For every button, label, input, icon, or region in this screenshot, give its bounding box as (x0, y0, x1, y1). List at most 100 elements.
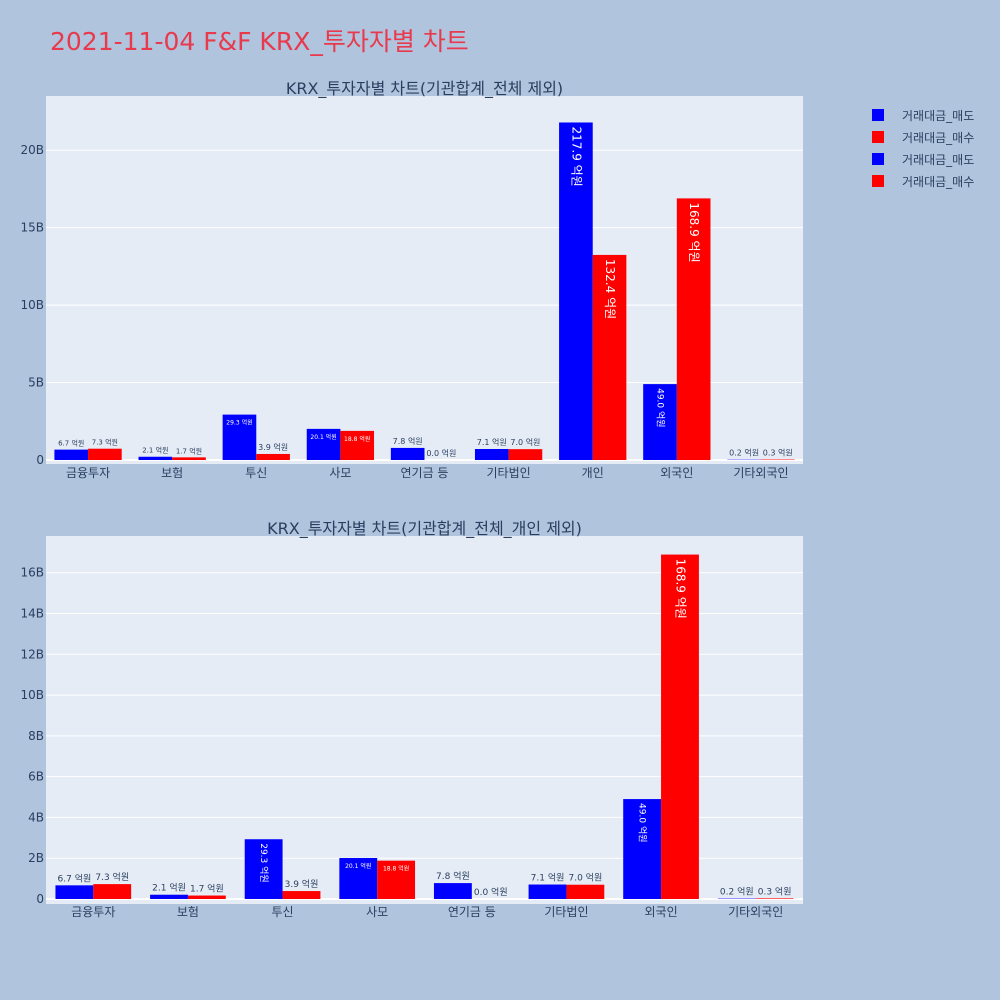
x-tick-label: 기타법인 (544, 905, 588, 919)
bar-buy (676, 198, 711, 460)
y-tick-label: 2B (28, 851, 44, 865)
x-tick-label: 사모 (366, 905, 388, 919)
bar-sell (559, 122, 593, 460)
data-label: 49.0 억원 (637, 803, 649, 842)
x-tick-label: 기타법인 (487, 466, 531, 480)
legend-item-sell[interactable]: 거래대금_매도 (872, 148, 974, 170)
legend-item-sell[interactable]: 거래대금_매도 (872, 104, 974, 126)
data-label: 7.8 억원 (436, 870, 470, 882)
bar-buy (592, 254, 627, 460)
data-label: 0.2 억원 (729, 448, 759, 458)
y-tick-label: 0 (36, 892, 44, 906)
bar-buy (93, 884, 132, 899)
legend-item-buy[interactable]: 거래대금_매수 (872, 170, 974, 192)
data-label: 29.3 억원 (226, 419, 252, 427)
legend-swatch (872, 175, 884, 187)
x-tick-label: 금융투자 (66, 466, 110, 480)
y-tick-label: 15B (20, 221, 44, 235)
data-label: 3.9 억원 (258, 442, 288, 452)
bar-buy (508, 449, 543, 460)
bar-sell (623, 799, 662, 899)
x-tick-label: 사모 (329, 466, 351, 480)
bar-buy (88, 448, 122, 460)
x-tick-label: 외국인 (645, 905, 678, 919)
data-label: 132.4 억원 (603, 259, 617, 319)
y-tick-label: 20B (20, 143, 44, 157)
x-tick-label: 외국인 (660, 466, 693, 480)
x-tick-label: 금융투자 (71, 905, 115, 919)
x-tick-label: 기타외국인 (733, 466, 788, 480)
bar-sell (474, 449, 509, 460)
bar-sell (306, 428, 341, 460)
chart-title: KRX_투자자별 차트(기관합계_전체_개인 제외) (267, 519, 582, 539)
data-label: 0.0 억원 (474, 886, 508, 898)
bar-buy (755, 898, 794, 899)
y-tick-label: 10B (20, 298, 44, 312)
legend-swatch (872, 109, 884, 121)
y-tick-label: 14B (20, 606, 44, 620)
data-label: 1.7 억원 (190, 883, 224, 895)
data-label: 0.0 억원 (426, 448, 456, 458)
data-label: 7.3 억원 (92, 438, 118, 447)
bar-buy (172, 457, 206, 460)
data-label: 20.1 억원 (345, 862, 371, 870)
bar-buy (377, 860, 416, 899)
bar-sell (390, 447, 425, 460)
y-tick-label: 6B (28, 770, 44, 784)
x-tick-label: 투신 (272, 905, 294, 919)
legend-label: 거래대금_매수 (902, 130, 975, 145)
legend-swatch (872, 131, 884, 143)
data-label: 6.7 억원 (58, 439, 84, 448)
x-tick-label: 투신 (245, 466, 267, 480)
legend-label: 거래대금_매도 (902, 108, 975, 123)
x-tick-label: 보험 (177, 905, 199, 919)
y-tick-label: 4B (28, 810, 44, 824)
data-label: 0.3 억원 (763, 448, 793, 458)
x-tick-label: 연기금 등 (448, 905, 496, 919)
legend-swatch (872, 153, 884, 165)
bar-sell (244, 839, 283, 899)
data-label: 168.9 억원 (687, 202, 701, 262)
bar-sell (54, 449, 89, 460)
y-tick-label: 8B (28, 729, 44, 743)
legend: 거래대금_매도 거래대금_매수 거래대금_매도 거래대금_매수 (872, 104, 974, 192)
data-label: 18.8 억원 (344, 435, 370, 443)
data-label: 7.1 억원 (531, 872, 565, 884)
bar-buy (282, 891, 321, 899)
legend-label: 거래대금_매수 (902, 174, 975, 189)
data-label: 7.1 억원 (477, 437, 507, 447)
data-label: 7.0 억원 (510, 437, 540, 447)
data-label: 20.1 억원 (310, 433, 336, 441)
page-title: 2021-11-04 F&F KRX_투자자별 차트 (50, 27, 469, 56)
chart-2: 0 2B 4B 6B 8B 10B 12B 14B 16B KRX_투자자별 차트(기관합계_전체… (20, 519, 803, 919)
data-label: 2.1 억원 (142, 446, 168, 455)
y-tick-label: 16B (20, 566, 44, 580)
data-label: 18.8 억원 (383, 865, 409, 873)
data-label: 0.3 억원 (758, 885, 792, 897)
data-label: 1.7 억원 (176, 446, 202, 455)
data-label: 7.0 억원 (568, 872, 602, 884)
x-tick-label: 연기금 등 (401, 466, 449, 480)
bar-buy (340, 430, 375, 460)
y-tick-label: 12B (20, 647, 44, 661)
bar-sell (55, 885, 94, 899)
legend-label: 거래대금_매도 (902, 152, 975, 167)
y-tick-label: 10B (20, 688, 44, 702)
x-tick-label: 기타외국인 (728, 905, 783, 919)
bar-sell (222, 414, 257, 460)
data-label: 217.9 억원 (569, 126, 583, 186)
chart-1: 0 5B 10B 15B 20B KRX_투자자별 차트(기관합계_전체 제외) 금융투자 6… (20, 79, 803, 480)
bar-buy (566, 884, 605, 899)
bar-buy (256, 453, 290, 460)
legend-item-buy[interactable]: 거래대금_매수 (872, 126, 974, 148)
data-label: 7.3 억원 (95, 871, 129, 883)
x-tick-label: 개인 (582, 466, 604, 480)
data-label: 7.8 억원 (393, 436, 423, 446)
bar-sell (138, 456, 173, 460)
bar-sell (150, 894, 188, 899)
y-tick-label: 5B (28, 376, 44, 390)
bar-sell (643, 384, 677, 460)
y-tick-label: 0 (36, 453, 44, 467)
data-label: 3.9 억원 (285, 878, 319, 890)
